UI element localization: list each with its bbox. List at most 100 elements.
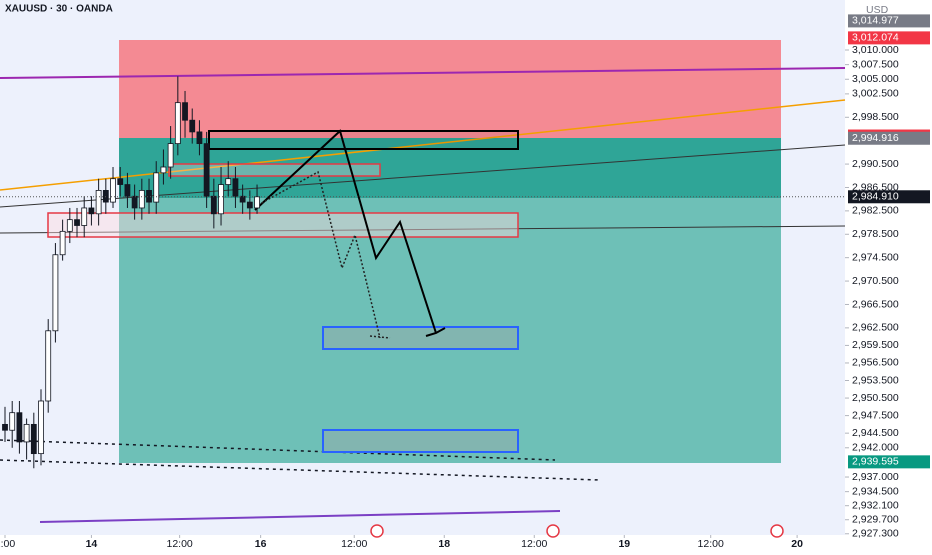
x-tick-label: 16 (255, 538, 267, 550)
currency-label: USD (866, 4, 889, 16)
candle-body (160, 166, 167, 174)
y-tick-label: 2,937.000 (852, 471, 899, 483)
event-icon[interactable] (370, 524, 384, 538)
projection-path (257, 170, 381, 339)
candle-body (196, 131, 203, 145)
candle-body (232, 178, 239, 197)
candle-body (225, 178, 232, 185)
candle-body (95, 190, 102, 215)
candle-body (246, 201, 253, 209)
zone-box (47, 212, 519, 238)
candle-body (203, 143, 210, 197)
price-tag (848, 131, 930, 145)
event-icons (370, 524, 784, 538)
y-tick-label: 2,927.300 (852, 528, 899, 540)
candle-body (218, 184, 224, 215)
candle-body (102, 190, 109, 203)
y-tick-label: 2,956.500 (852, 357, 899, 369)
candle-body (2, 423, 8, 431)
candle-body (131, 195, 138, 209)
y-tick-label: 2,959.500 (852, 339, 899, 351)
x-tick-label: 20 (791, 538, 803, 550)
price-tag (848, 455, 930, 469)
candle-body (88, 207, 95, 215)
y-tick-label: 3,007.500 (852, 58, 899, 70)
x-tick-label: 19 (618, 538, 630, 550)
target-box (322, 429, 519, 453)
price-tag-label: 2,984.910 (852, 191, 899, 203)
y-tick-label: 3,002.500 (852, 88, 899, 100)
y-tick-label: 2,998.500 (852, 111, 899, 123)
y-tick-label: 2,978.500 (852, 228, 899, 240)
candle-body (153, 172, 160, 203)
candle-body (146, 190, 152, 203)
target-box (322, 326, 519, 350)
dotted-line (0, 459, 601, 481)
y-tick-label: 2,942.000 (852, 442, 899, 454)
x-tick-label: 12:00 (166, 538, 192, 550)
zone-box (168, 163, 381, 177)
candle-body (174, 102, 181, 145)
y-tick-label: 2,932.100 (852, 499, 899, 511)
y-tick-label: 2,950.500 (852, 392, 899, 404)
candle-body (66, 219, 73, 232)
price-tag (848, 14, 930, 28)
candle-body (74, 219, 80, 226)
y-tick-label: 2,962.500 (852, 322, 899, 334)
candle-body (9, 412, 16, 431)
candle-body (38, 400, 44, 455)
trend-line (0, 67, 846, 79)
trend-line (39, 510, 561, 523)
candle-body (254, 196, 260, 209)
y-tick-label: 2,929.700 (852, 514, 899, 526)
y-tick-label: 2,934.500 (852, 485, 899, 497)
x-tick-label: 12:00 (698, 538, 724, 550)
candle-body (210, 195, 217, 215)
price-tag-label: 2,939.595 (852, 456, 899, 468)
price-tag-label: 3,012.074 (852, 32, 899, 44)
y-tick-label: 2,990.500 (852, 158, 899, 170)
candle-body (81, 207, 88, 226)
candle-body (16, 412, 23, 443)
candle-body (182, 102, 188, 121)
candle-body (23, 423, 30, 443)
event-icon[interactable] (770, 524, 784, 538)
price-tag-label: 2,994.916 (852, 132, 899, 144)
symbol-title: XAUUSD · 30 · OANDA (5, 4, 113, 15)
zone-box (208, 130, 519, 150)
candle-body (117, 178, 124, 185)
candle-body (110, 178, 116, 203)
x-tick-label: 14 (86, 538, 98, 550)
candle-body (138, 190, 145, 209)
stop-zone (119, 40, 781, 138)
trend-line (0, 99, 846, 191)
candle-body (59, 230, 66, 256)
x-tick-label: 18 (438, 538, 450, 550)
arrow-head (369, 335, 391, 339)
price-tag (848, 190, 930, 204)
x-tick-label: 12:00 (521, 538, 547, 550)
candle-body (189, 119, 196, 133)
projection-path (254, 129, 437, 334)
x-tick-label: 12:00 (341, 538, 367, 550)
y-tick-label: 3,010.000 (852, 44, 899, 56)
y-tick-label: 2,966.500 (852, 298, 899, 310)
candle-body (239, 195, 246, 203)
y-tick-label: 2,970.500 (852, 275, 899, 287)
event-icon[interactable] (546, 524, 560, 538)
y-tick-label: 2,986.500 (852, 181, 899, 193)
price-tag-label: 3,014.977 (852, 15, 899, 27)
trend-line (0, 225, 846, 234)
y-tick-label: 2,944.500 (852, 427, 899, 439)
price-tag (848, 31, 930, 45)
candle-body (124, 184, 131, 197)
dotted-line (0, 439, 556, 461)
candle-body (52, 254, 59, 332)
arrow-head (425, 327, 446, 337)
candle-body (30, 423, 37, 455)
y-tick-label: 2,947.500 (852, 409, 899, 421)
candle-body (45, 330, 52, 402)
candle-body (167, 143, 174, 168)
y-tick-label: 2,974.500 (852, 251, 899, 263)
